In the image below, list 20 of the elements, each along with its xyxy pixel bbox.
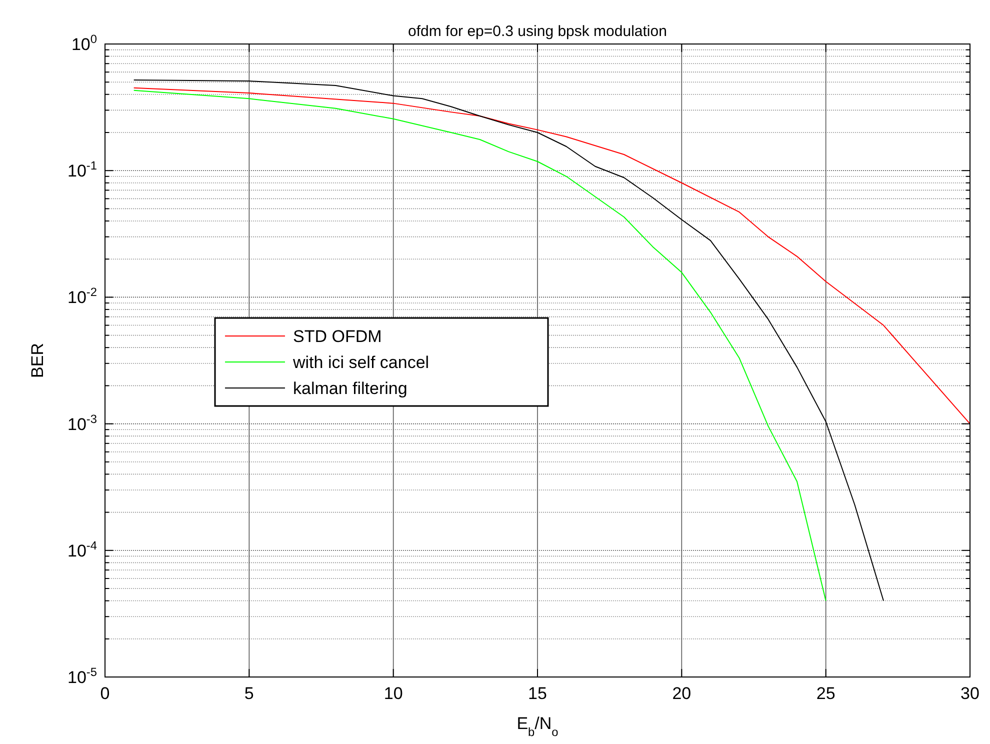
y-tick-label: 10$^{-5}$ [68,665,98,687]
y-tick-label: 10$^{0}$ [71,32,98,54]
x-tick-label: 15 [528,684,547,703]
x-tick-label: 0 [100,684,110,703]
line-series [133,87,970,424]
legend-label: with ici self cancel [292,353,430,372]
y-tick-label: 10$^{-4}$ [68,538,98,560]
x-tick-label: 25 [816,684,836,703]
y-tick-label: 10$^{-3}$ [68,412,98,434]
y-axis-title: BER [28,343,47,378]
x-tick-label: 10 [384,684,403,703]
legend-label: kalman filtering [293,379,408,398]
x-tick-label: 5 [244,684,254,703]
x-tick-label: 20 [672,684,692,703]
legend-label: STD OFDM [293,327,382,346]
y-tick-label: 10$^{-2}$ [68,285,98,308]
chart-title: ofdm for ep=0.3 using bpsk modulation [408,23,667,40]
y-tick-label: 10$^{-1}$ [68,158,98,181]
x-axis-title: E$_{b}$/N$_{o}$ [516,714,559,739]
x-tick-label: 30 [960,684,980,703]
